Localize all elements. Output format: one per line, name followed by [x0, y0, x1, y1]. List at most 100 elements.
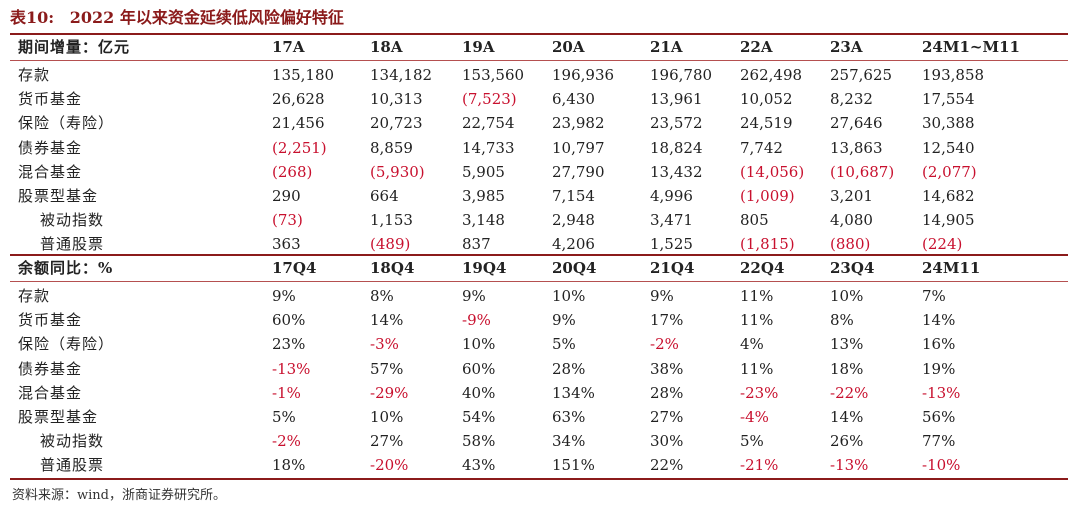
table-number: 表10:: [10, 8, 55, 27]
column-header: 19A: [462, 38, 495, 56]
table-cell: 13,432: [650, 162, 703, 181]
table-cell: 11%: [740, 359, 774, 378]
table-cell: (1,815): [740, 235, 795, 254]
table-cell: (10,687): [830, 162, 895, 181]
column-header: 23A: [830, 38, 863, 56]
table-cell: 805: [740, 211, 769, 230]
table-cell: 21,456: [272, 114, 325, 133]
table-cell: (268): [272, 162, 313, 181]
table-cell: 6,430: [552, 90, 595, 109]
column-header: 24M1~M11: [922, 38, 1020, 56]
table-cell: 7,154: [552, 187, 595, 205]
table-cell: 837: [462, 235, 491, 254]
table-cell: (73): [272, 211, 303, 230]
table-cell: -9%: [462, 311, 491, 330]
header-rule-1: [10, 60, 1068, 61]
table-cell: 77%: [922, 432, 956, 451]
table-cell: 134,182: [370, 66, 433, 84]
table-cell: 13,961: [650, 90, 703, 109]
table-cell: -3%: [370, 335, 399, 354]
table-row: 股票型基金 5% 10% 54% 63% 27% -4% 14% 56%: [10, 405, 1068, 429]
table-cell: 5%: [552, 335, 576, 354]
table-cell: 193,858: [922, 66, 985, 84]
table-cell: 56%: [922, 408, 956, 426]
header-row: 余额同比：% 17Q4 18Q4 19Q4 20Q4 21Q4 22Q4 23Q4 24M11: [10, 256, 1068, 280]
table-row: 债券基金 -13% 57% 60% 28% 38% 11% 18% 19%: [10, 357, 1068, 381]
table-cell: 3,985: [462, 187, 505, 205]
table-cell: 7,742: [740, 138, 783, 157]
table-cell: 10%: [370, 408, 404, 426]
table-cell: -21%: [740, 456, 779, 475]
column-header: 20Q4: [552, 259, 597, 277]
table-cell: 28%: [650, 383, 684, 402]
table-cell: 8,859: [370, 138, 413, 157]
table-row: 被动指数 -2% 27% 58% 34% 30% 5% 26% 77%: [10, 429, 1068, 453]
table-cell: 12,540: [922, 138, 975, 157]
table-cell: 60%: [462, 359, 496, 378]
table-cell: (1,009): [740, 187, 795, 205]
table-cell: 22%: [650, 456, 684, 475]
table-cell: (224): [922, 235, 963, 254]
table-cell: -10%: [922, 456, 961, 475]
table-cell: 7%: [922, 287, 946, 305]
bottom-rule: [10, 478, 1068, 480]
row-label: 存款: [18, 66, 51, 84]
table-cell: 18%: [830, 359, 864, 378]
table-cell: 3,201: [830, 187, 873, 205]
table-cell: 10,052: [740, 90, 793, 109]
row-label: 保险（寿险）: [18, 114, 115, 133]
table-row: 混合基金 -1% -29% 40% 134% 28% -23% -22% -13%: [10, 381, 1068, 405]
table-cell: 30,388: [922, 114, 975, 133]
table-cell: 9%: [650, 287, 674, 305]
table-cell: 30%: [650, 432, 684, 451]
source-note: 资料来源：wind，浙商证券研究所。: [12, 488, 226, 503]
table-cell: -1%: [272, 383, 301, 402]
column-header: 19Q4: [462, 259, 507, 277]
table-cell: 22,754: [462, 114, 515, 133]
top-rule: [10, 33, 1068, 35]
table-row: 保险（寿险） 21,456 20,723 22,754 23,982 23,572 24,5…: [10, 111, 1068, 135]
table-cell: -13%: [922, 383, 961, 402]
table-cell: 153,560: [462, 66, 525, 84]
table-cell: 4%: [740, 335, 764, 354]
table-cell: 14,905: [922, 211, 975, 230]
table-cell: 151%: [552, 456, 595, 475]
table-cell: (2,251): [272, 138, 327, 157]
row-label: 普通股票: [40, 235, 105, 254]
header-label: 期间增量：亿元: [18, 38, 131, 56]
table-cell: 14%: [922, 311, 956, 330]
table-cell: 40%: [462, 383, 496, 402]
table-cell: 4,080: [830, 211, 873, 230]
table-row: 被动指数 (73) 1,153 3,148 2,948 3,471 805 4,080 14,9…: [10, 208, 1068, 232]
table-row: 存款 135,180 134,182 153,560 196,936 196,780 262…: [10, 63, 1068, 87]
table-cell: 14,682: [922, 187, 975, 205]
table-cell: -20%: [370, 456, 409, 475]
header-row: 期间增量：亿元 17A 18A 19A 20A 21A 22A 23A 24M1~M11: [10, 35, 1068, 59]
table-cell: 10%: [462, 335, 496, 354]
table-cell: 34%: [552, 432, 586, 451]
row-label: 混合基金: [18, 162, 83, 181]
table-cell: (489): [370, 235, 411, 254]
table-cell: 4,206: [552, 235, 595, 254]
table-cell: 57%: [370, 359, 404, 378]
table-row: 混合基金 (268) (5,930) 5,905 27,790 13,432 (14,056…: [10, 160, 1068, 184]
column-header: 20A: [552, 38, 585, 56]
table-cell: 26%: [830, 432, 864, 451]
table-cell: 23%: [272, 335, 306, 354]
table-cell: 63%: [552, 408, 586, 426]
table-cell: 9%: [272, 287, 296, 305]
table-cell: -23%: [740, 383, 779, 402]
table-cell: 5%: [272, 408, 296, 426]
column-header: 21Q4: [650, 259, 695, 277]
row-label: 混合基金: [18, 383, 83, 402]
table-row: 保险（寿险） 23% -3% 10% 5% -2% 4% 13% 16%: [10, 332, 1068, 356]
table-cell: 10,313: [370, 90, 423, 109]
column-header: 21A: [650, 38, 683, 56]
table-cell: 10%: [830, 287, 864, 305]
table-cell: 19%: [922, 359, 956, 378]
table-cell: -13%: [830, 456, 869, 475]
table-cell: 5,905: [462, 162, 505, 181]
column-header: 18Q4: [370, 259, 415, 277]
table-cell: 58%: [462, 432, 496, 451]
table-row: 存款 9% 8% 9% 10% 9% 11% 10% 7%: [10, 284, 1068, 308]
